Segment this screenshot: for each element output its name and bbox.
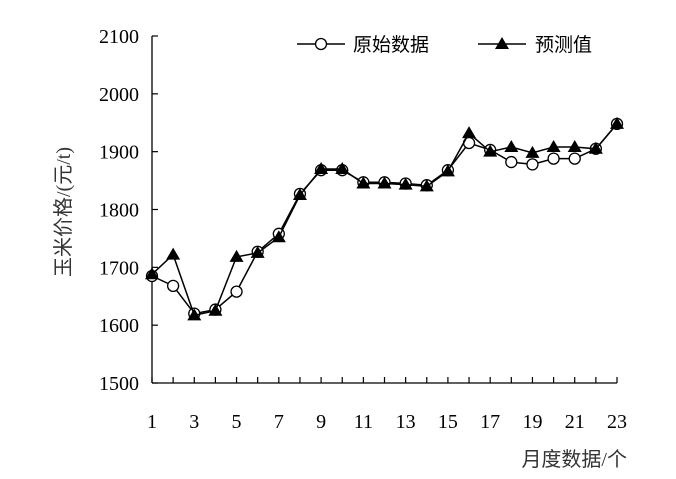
- y-tick-label: 2000: [99, 84, 139, 106]
- data-point-circle: [505, 155, 518, 169]
- legend-item-predicted: 预测值: [478, 34, 592, 56]
- x-tick-label: 17: [480, 411, 500, 433]
- y-axis-title: 玉米价格/(元/t): [52, 147, 75, 277]
- data-point-triangle: [250, 245, 265, 258]
- legend-label-original: 原始数据: [353, 34, 429, 56]
- data-point-triangle: [462, 126, 477, 139]
- x-tick-label: 19: [522, 411, 542, 433]
- data-point-circle: [526, 158, 539, 171]
- data-point-circle: [166, 279, 180, 292]
- y-tick-label: 1600: [99, 315, 139, 337]
- x-tick-label: 11: [354, 411, 373, 433]
- data-point-triangle: [525, 145, 540, 158]
- data-point-triangle: [398, 177, 413, 190]
- legend: 原始数据 预测值: [297, 34, 592, 56]
- data-point-triangle: [335, 162, 350, 175]
- data-point-triangle: [208, 303, 223, 316]
- x-axis-title: 月度数据/个: [521, 448, 627, 471]
- data-point-triangle: [588, 141, 603, 154]
- data-point-triangle: [229, 249, 244, 262]
- legend-item-original: 原始数据: [297, 34, 429, 56]
- x-tick-label: 15: [438, 411, 458, 433]
- data-point-triangle: [377, 176, 392, 189]
- data-point-triangle: [567, 140, 582, 153]
- data-point-triangle: [187, 308, 202, 321]
- data-point-triangle: [546, 140, 561, 153]
- y-tick-label: 1500: [99, 373, 139, 395]
- data-point-triangle: [166, 247, 181, 260]
- series-line: [151, 123, 618, 317]
- data-point-triangle: [483, 144, 498, 157]
- x-tick-label: 23: [607, 411, 627, 433]
- legend-marker-triangle-icon: [495, 37, 509, 49]
- series-layer: [145, 116, 624, 321]
- data-point-triangle: [504, 140, 519, 153]
- x-tick-label: 5: [232, 411, 242, 433]
- data-point-triangle: [292, 188, 307, 201]
- legend-label-predicted: 预测值: [535, 34, 592, 56]
- x-tick-label: 1: [147, 411, 157, 433]
- data-point-triangle: [314, 162, 329, 175]
- x-axis-ticks: 1 3 5 7 9 11 13 15 17 19 21 23: [147, 377, 627, 433]
- x-tick-label: 13: [396, 411, 416, 433]
- x-tick-label: 9: [316, 411, 326, 433]
- data-point-triangle: [419, 179, 434, 192]
- y-axis-ticks: 1500 1600 1700 1800 1900 2000 2100: [99, 26, 158, 395]
- legend-marker-circle-icon: [314, 37, 328, 51]
- y-tick-label: 1800: [99, 200, 139, 222]
- data-point-triangle: [271, 230, 286, 243]
- series-predicted: [145, 116, 624, 321]
- x-tick-label: 7: [274, 411, 284, 433]
- data-point-triangle: [356, 176, 371, 189]
- data-point-triangle: [440, 164, 455, 177]
- data-point-triangle: [610, 116, 624, 129]
- data-point-triangle: [145, 267, 159, 280]
- x-tick-label: 3: [189, 411, 199, 433]
- y-tick-label: 1700: [99, 257, 139, 279]
- y-tick-label: 2100: [99, 26, 139, 48]
- data-point-circle: [547, 152, 560, 165]
- series-line: [151, 123, 618, 315]
- data-point-circle: [568, 152, 581, 165]
- axes: [151, 36, 617, 384]
- y-tick-label: 1900: [99, 142, 139, 164]
- x-tick-label: 21: [565, 411, 585, 433]
- data-point-circle: [230, 285, 243, 298]
